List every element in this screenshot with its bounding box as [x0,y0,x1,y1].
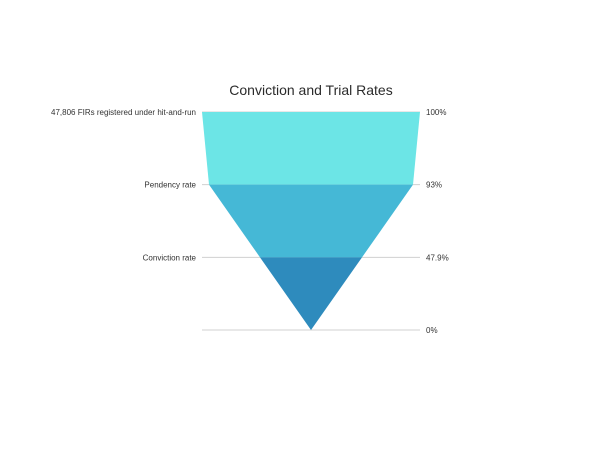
percent-label: 0% [426,326,438,335]
funnel-band-3 [260,257,362,330]
stage-labels: 47,806 FIRs registered under hit-and-run… [51,108,449,335]
percent-label: 47.9% [426,253,449,262]
percent-label: 100% [426,108,446,117]
funnel-band-1 [202,112,420,185]
stage-label: Pendency rate [144,181,196,190]
stage-label: 47,806 FIRs registered under hit-and-run [51,108,196,117]
funnel-bands [202,112,420,330]
chart-title: Conviction and Trial Rates [229,82,392,98]
stage-label: Conviction rate [143,253,197,262]
percent-label: 93% [426,181,442,190]
funnel-band-2 [209,184,413,258]
